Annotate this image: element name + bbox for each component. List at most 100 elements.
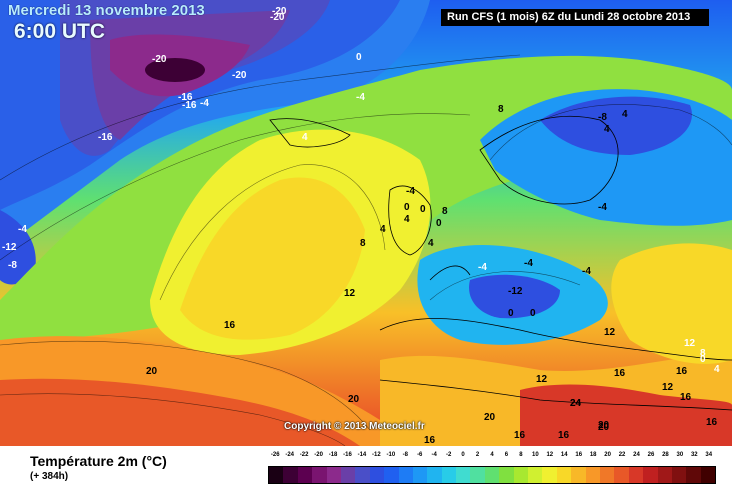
legend-swatch: [671, 467, 687, 483]
legend-swatch: [427, 467, 442, 483]
legend-swatch: [470, 467, 485, 483]
variable-title: Température 2m (°C): [30, 453, 167, 469]
map-value-label: 4: [622, 109, 628, 120]
legend-tick-label: -8: [402, 452, 408, 458]
legend-tick-label: 8: [519, 452, 523, 458]
legend-swatch: [269, 467, 284, 483]
isotherm-d: [0, 340, 371, 431]
map-value-label: 12: [604, 327, 616, 338]
isotherm-c: [159, 164, 386, 301]
footer-panel: Température 2m (°C) (+ 384h) -26 -24 -22 -2…: [0, 446, 732, 488]
legend-tick-label: -4: [431, 452, 437, 458]
color-legend: -26 -24 -22 -20 -18 -16 -14 -12 -10 -8 -6 -4 -2 0 2 4 6 8…: [268, 452, 716, 486]
legend-swatch: [700, 467, 716, 483]
map-value-label: 24: [570, 398, 582, 409]
legend-swatch: [384, 467, 399, 483]
map-value-label: 20: [598, 420, 610, 431]
legend-tick-label: 28: [662, 452, 669, 458]
map-value-label: 16: [514, 430, 526, 441]
map-value-label: 0: [530, 308, 536, 319]
legend-swatch: [484, 467, 500, 483]
map-value-label: 16: [676, 366, 688, 377]
map-value-label: 0: [436, 218, 442, 229]
map-value-label: -16: [98, 132, 113, 143]
legend-swatch: [513, 467, 529, 483]
north-africa-coast: [379, 379, 732, 411]
map-value-label: -4: [598, 202, 607, 213]
map-value-label: 24: [570, 398, 582, 409]
map-value-label: 20: [484, 412, 496, 423]
map-value-label: -4: [200, 98, 209, 109]
east-europe-warm: [611, 243, 732, 364]
legend-tick-label: -26: [270, 452, 280, 458]
lead-time: (+ 384h): [30, 471, 69, 482]
map-value-label: 0: [508, 308, 514, 319]
atlantic-warmer-core: [180, 177, 365, 340]
legend-swatch: [412, 467, 428, 483]
legend-swatch: [599, 467, 615, 483]
legend-tick-label: -10: [386, 452, 396, 458]
map-value-label: 4: [404, 214, 410, 225]
map-value-label: -4: [478, 262, 487, 273]
map-value-label: 16: [224, 320, 236, 331]
map-value-label: -20: [270, 12, 285, 23]
legend-tick-label: -16: [343, 452, 352, 458]
iceland-coast: [269, 118, 351, 148]
legend-tick-label: 32: [690, 452, 698, 458]
legend-swatch: [312, 467, 327, 483]
map-value-label: -20: [272, 6, 287, 17]
alps-cold: [469, 274, 560, 319]
map-value-label: 0: [404, 202, 410, 213]
legend-swatch: [355, 467, 370, 483]
map-value-label: 0: [420, 204, 426, 215]
map-value-label: 20: [598, 422, 610, 433]
legend-swatch: [326, 467, 341, 483]
map-value-label: -4: [406, 186, 415, 197]
isotherm-g: [429, 271, 581, 301]
map-value-label: -16: [178, 92, 193, 103]
map-value-label: 16: [680, 392, 692, 403]
map-value-label: -4: [524, 258, 533, 269]
legend-swatch: [297, 467, 313, 483]
legend-swatch: [643, 467, 658, 483]
map-value-label: -8: [598, 112, 607, 123]
map-value-label: 8: [700, 348, 706, 359]
map-value-label: 8: [442, 206, 448, 217]
legend-tick-label: -18: [328, 452, 338, 458]
isotherm-e: [0, 393, 346, 446]
map-value-label: -12: [2, 242, 17, 253]
legend-tick-label: 30: [676, 452, 684, 458]
map-value-label: 4: [604, 124, 610, 135]
map-value-label: 12: [684, 338, 696, 349]
british-isles-coast: [388, 185, 432, 256]
mediterranean-north-coast: [379, 318, 732, 361]
legend-tick-label: 14: [560, 452, 568, 458]
legend-swatch: [614, 467, 629, 483]
legend-swatch: [398, 467, 413, 483]
legend-swatch: [686, 467, 701, 483]
temperature-field: -20-20-20-20-16-16-16-40-44-12-8-4844-8-…: [0, 0, 732, 446]
legend-swatch: [369, 467, 385, 483]
map-value-label: -20: [152, 54, 167, 65]
map-value-label: 8: [498, 104, 504, 115]
north-africa-hot: [520, 384, 732, 446]
scandinavia-coast: [479, 115, 619, 205]
map-value-label: 4: [428, 238, 434, 249]
legend-tick-label: -20: [314, 452, 323, 458]
legend-swatch: [657, 467, 672, 483]
legend-tick-label: 6: [504, 452, 509, 458]
legend-swatch: [585, 467, 600, 483]
isotherm-f: [489, 104, 732, 161]
legend-tick-label: 12: [546, 452, 554, 458]
legend-tick-label: -6: [417, 452, 423, 458]
subtropical-hot-belt: [0, 378, 360, 446]
map-value-label: 12: [344, 288, 356, 299]
legend-swatch: [528, 467, 543, 483]
legend-tick-labels: -26 -24 -22 -20 -18 -16 -14 -12 -10 -8 -6 -4 -2 0 2 4 6 8…: [268, 452, 716, 464]
legend-tick-label: 16: [575, 452, 583, 458]
greenland-minimum: [145, 58, 205, 82]
legend-swatch: [283, 467, 298, 483]
forecast-time: 6:00 UTC: [14, 20, 106, 43]
legend-tick-label: -12: [372, 452, 381, 458]
